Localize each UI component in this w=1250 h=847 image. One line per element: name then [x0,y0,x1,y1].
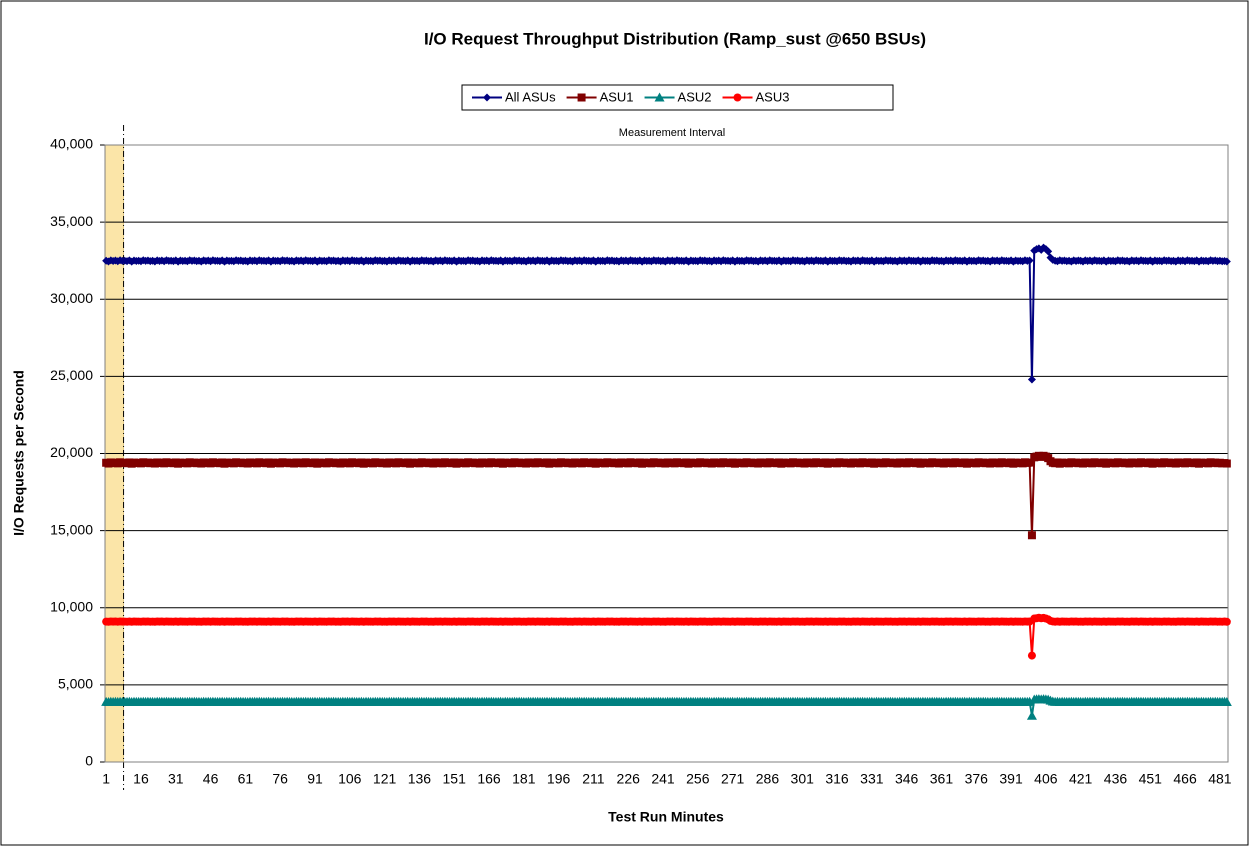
x-tick-label: 31 [168,771,184,787]
legend-marker [483,93,491,102]
legend-marker [577,93,586,102]
x-tick-label: 391 [999,771,1023,787]
data-point [1027,531,1036,540]
x-tick-label: 46 [203,771,219,787]
data-point [1222,459,1231,468]
legend-label: ASU2 [678,89,712,104]
legend-label: ASU3 [756,89,790,104]
legend-label: All ASUs [505,89,556,104]
legend: All ASUs ASU1 ASU2 ASU3 [461,84,894,111]
x-tick-label: 481 [1208,771,1232,787]
data-point [1025,256,1034,265]
x-tick-label: 196 [547,771,571,787]
data-point [1221,696,1232,706]
x-tick-label: 346 [895,771,919,787]
legend-marker [654,92,665,102]
x-tick-label: 331 [860,771,884,787]
data-point [1025,458,1034,467]
x-tick-label: 241 [651,771,675,787]
x-tick-label: 136 [408,771,432,787]
x-axis-label: Test Run Minutes [608,809,724,825]
y-tick-label: 0 [85,753,93,769]
data-point [1027,375,1036,384]
series [102,451,1231,540]
x-tick-label: 121 [373,771,397,787]
data-point [1027,651,1036,660]
plot-frame [104,144,1229,763]
x-tick-label: 16 [133,771,149,787]
measurement-interval-label: Measurement Interval [619,127,725,139]
y-tick-label: 5,000 [58,676,93,692]
series [102,613,1231,660]
x-tick-label: 61 [238,771,254,787]
chart-title: I/O Request Throughput Distribution (Ram… [424,29,926,48]
x-tick-label: 466 [1173,771,1197,787]
data-point [1222,617,1231,626]
x-tick-label: 181 [512,771,536,787]
x-tick-label: 91 [307,771,323,787]
data-point [1026,710,1037,720]
legend-marker [733,93,742,102]
y-tick-label: 35,000 [50,213,93,229]
x-tick-label: 361 [930,771,954,787]
y-tick-label: 15,000 [50,521,93,537]
x-tick-label: 76 [272,771,288,787]
x-tick-label: 1 [102,771,110,787]
x-tick-label: 271 [721,771,745,787]
x-tick-label: 406 [1034,771,1058,787]
y-tick-label: 30,000 [50,290,93,306]
x-tick-label: 376 [965,771,989,787]
x-tick-label: 436 [1104,771,1128,787]
x-tick-label: 421 [1069,771,1093,787]
y-tick-label: 25,000 [50,367,93,383]
y-tick-label: 20,000 [50,444,93,460]
y-axis-label: I/O Requests per Second [11,370,27,536]
x-tick-label: 301 [791,771,815,787]
x-tick-label: 166 [477,771,501,787]
data-point [1222,257,1231,266]
legend-label: ASU1 [600,89,634,104]
series [102,243,1231,384]
y-tick-label: 10,000 [50,598,93,614]
x-tick-label: 151 [443,771,467,787]
x-tick-label: 451 [1139,771,1163,787]
x-tick-label: 256 [686,771,710,787]
data-point [1044,247,1053,256]
legend-box [461,84,894,111]
x-tick-label: 211 [582,771,605,787]
x-tick-label: 286 [756,771,780,787]
y-tick-label: 40,000 [50,136,93,152]
series [101,694,1232,720]
x-tick-label: 316 [825,771,849,787]
x-tick-label: 226 [617,771,641,787]
x-tick-label: 106 [338,771,362,787]
